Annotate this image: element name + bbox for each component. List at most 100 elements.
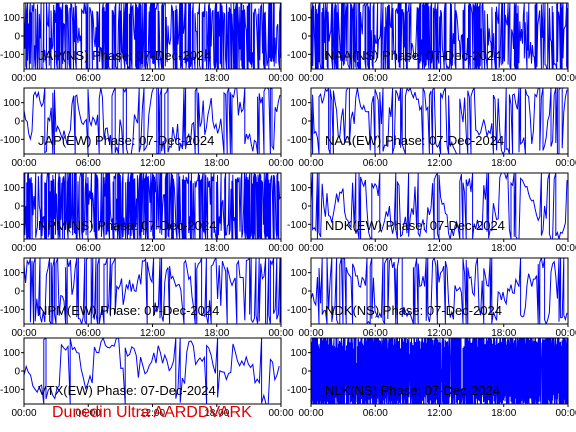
x-tick-label: 06:00	[363, 328, 388, 339]
x-tick-label: 06:00	[76, 408, 101, 419]
x-tick-label: 00:00	[298, 158, 323, 169]
x-tick-label: 18:00	[491, 408, 516, 419]
x-tick-label: 18:00	[204, 328, 229, 339]
phase-trace-3	[24, 88, 281, 154]
y-tick-label: 0	[14, 202, 20, 213]
x-tick-label: 18:00	[491, 243, 516, 254]
x-tick-label: 00:00	[555, 408, 576, 419]
y-tick-label: 100	[290, 268, 307, 279]
x-tick-label: 00:00	[555, 243, 576, 254]
y-tick-label: 100	[290, 183, 307, 194]
y-tick-label: 100	[3, 268, 20, 279]
panel-title-10: NLK(NS) Phase: 07-Dec-2024	[325, 383, 500, 398]
y-tick-label: 100	[290, 13, 307, 24]
phase-trace-7	[24, 258, 281, 324]
y-tick-label: -100	[287, 50, 307, 61]
y-tick-label: 100	[3, 98, 20, 109]
y-tick-label: 0	[301, 202, 307, 213]
phase-trace-9	[24, 338, 280, 404]
x-tick-label: 00:00	[11, 408, 36, 419]
y-tick-label: 0	[301, 32, 307, 43]
x-tick-label: 12:00	[140, 408, 165, 419]
phase-trace-8	[311, 258, 568, 324]
phase-trace-6	[311, 173, 568, 239]
panel-title-8: NDK(NS) Phase: 07-Dec-2024	[325, 303, 502, 318]
x-tick-label: 00:00	[298, 243, 323, 254]
phase-trace-10	[311, 338, 568, 404]
x-tick-label: 00:00	[268, 158, 293, 169]
y-tick-label: -100	[287, 135, 307, 146]
phase-trace-5	[24, 173, 281, 239]
y-tick-label: 0	[14, 287, 20, 298]
y-tick-label: -100	[0, 385, 20, 396]
panel-title-9: VTX(EW) Phase: 07-Dec-2024	[38, 383, 216, 398]
y-tick-label: -100	[287, 220, 307, 231]
x-tick-label: 18:00	[204, 243, 229, 254]
x-tick-label: 18:00	[491, 328, 516, 339]
x-tick-label: 00:00	[298, 408, 323, 419]
y-tick-label: 0	[301, 367, 307, 378]
x-tick-label: 00:00	[298, 73, 323, 84]
y-tick-label: 0	[14, 32, 20, 43]
y-tick-label: 0	[301, 117, 307, 128]
x-tick-label: 18:00	[204, 408, 229, 419]
x-tick-label: 12:00	[140, 158, 165, 169]
y-tick-label: 0	[301, 287, 307, 298]
footer-label: Dunedin Ultra AARDDVARK	[52, 404, 252, 421]
y-tick-label: -100	[0, 305, 20, 316]
y-tick-label: 100	[3, 348, 20, 359]
x-tick-label: 06:00	[76, 73, 101, 84]
x-tick-label: 00:00	[11, 158, 36, 169]
panel-title-4: NAA(EW) Phase: 07-Dec-2024	[325, 133, 504, 148]
y-tick-label: 100	[290, 348, 307, 359]
x-tick-label: 06:00	[363, 73, 388, 84]
y-tick-label: -100	[287, 385, 307, 396]
panel-title-6: NDK(EW) Phase: 07-Dec-2024	[325, 218, 505, 233]
x-tick-label: 00:00	[11, 243, 36, 254]
x-tick-label: 18:00	[491, 73, 516, 84]
x-tick-label: 00:00	[268, 73, 293, 84]
x-tick-label: 06:00	[76, 243, 101, 254]
y-tick-label: -100	[0, 220, 20, 231]
x-tick-label: 00:00	[11, 328, 36, 339]
y-tick-label: -100	[0, 135, 20, 146]
y-tick-label: 0	[14, 117, 20, 128]
panel-title-7: NPM(EW) Phase: 07-Dec-2024	[38, 303, 219, 318]
phase-trace-1	[24, 3, 281, 69]
x-tick-label: 06:00	[76, 158, 101, 169]
x-tick-label: 00:00	[555, 328, 576, 339]
x-tick-label: 00:00	[555, 73, 576, 84]
x-tick-label: 12:00	[427, 158, 452, 169]
panel-title-1: JAP(NS) Phase: 07-Dec-2024	[38, 48, 211, 63]
x-tick-label: 12:00	[427, 408, 452, 419]
x-tick-label: 00:00	[11, 73, 36, 84]
x-tick-label: 06:00	[363, 243, 388, 254]
x-tick-label: 12:00	[140, 243, 165, 254]
x-tick-label: 12:00	[140, 73, 165, 84]
x-tick-label: 00:00	[268, 243, 293, 254]
x-tick-label: 06:00	[76, 328, 101, 339]
y-tick-label: 100	[3, 13, 20, 24]
x-tick-label: 06:00	[363, 408, 388, 419]
panel-title-5: NPM(NS) Phase: 07-Dec-2024	[38, 218, 216, 233]
phase-trace-2	[311, 3, 568, 69]
panel-title-2: NAA(NS) Phase: 07-Dec-2024	[325, 48, 501, 63]
x-tick-label: 00:00	[268, 328, 293, 339]
phase-trace-4	[311, 88, 568, 154]
x-tick-label: 00:00	[555, 158, 576, 169]
x-tick-label: 18:00	[204, 73, 229, 84]
y-tick-label: 100	[290, 98, 307, 109]
x-tick-label: 00:00	[298, 328, 323, 339]
y-tick-label: 100	[3, 183, 20, 194]
x-tick-label: 12:00	[427, 243, 452, 254]
x-tick-label: 00:00	[268, 408, 293, 419]
x-tick-label: 18:00	[204, 158, 229, 169]
y-tick-label: -100	[0, 50, 20, 61]
x-tick-label: 12:00	[427, 328, 452, 339]
x-tick-label: 06:00	[363, 158, 388, 169]
x-tick-label: 18:00	[491, 158, 516, 169]
panel-title-3: JAP(EW) Phase: 07-Dec-2024	[38, 133, 214, 148]
x-tick-label: 12:00	[427, 73, 452, 84]
y-tick-label: -100	[287, 305, 307, 316]
